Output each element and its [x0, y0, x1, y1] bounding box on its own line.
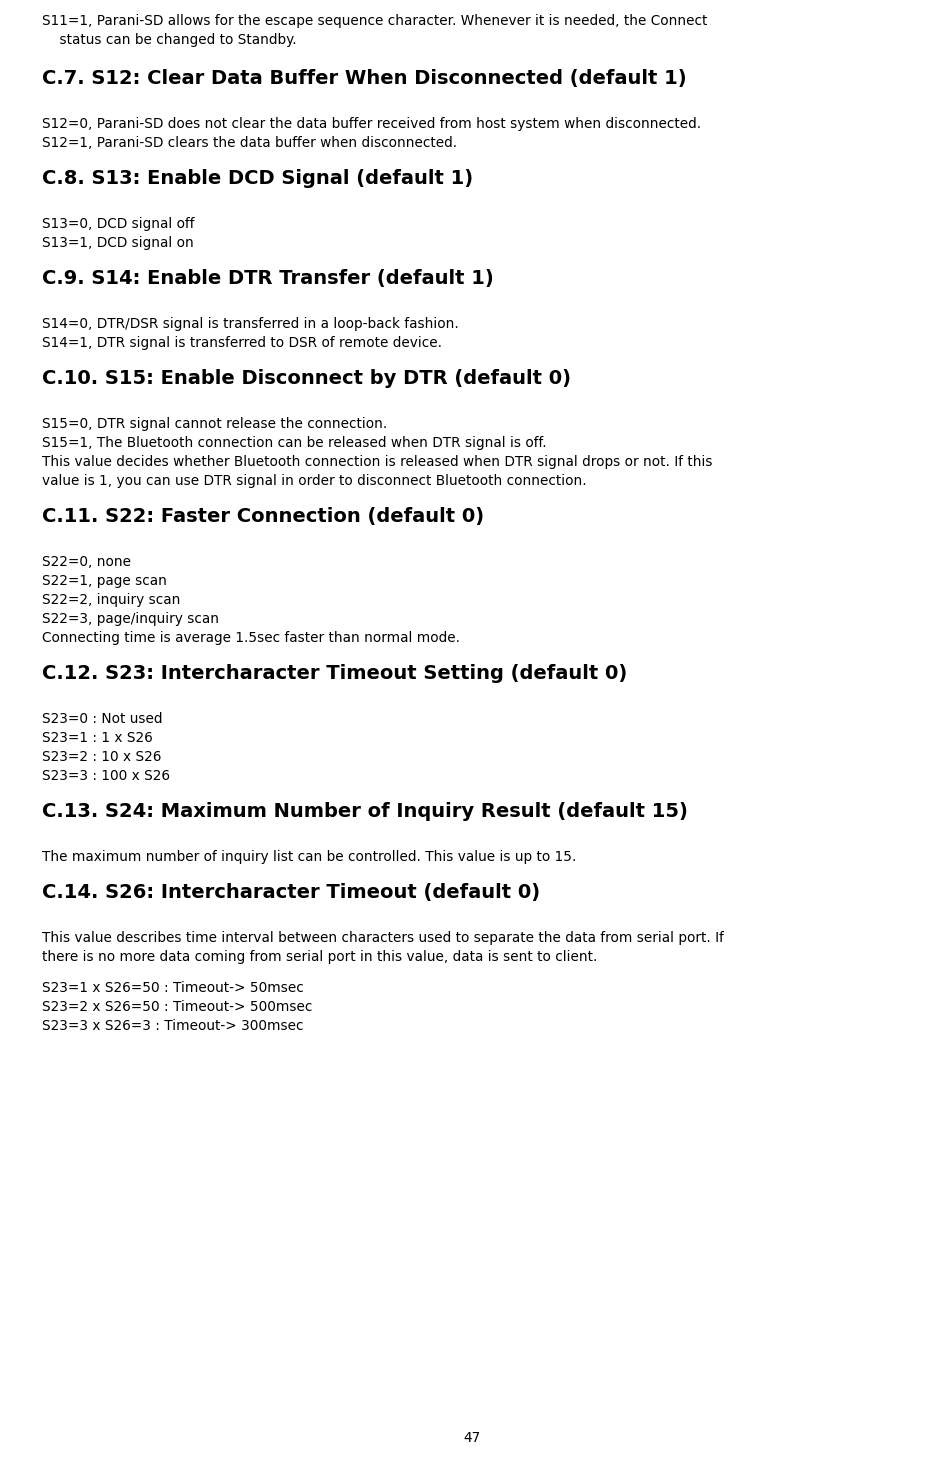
Text: S12=1, Parani-SD clears the data buffer when disconnected.: S12=1, Parani-SD clears the data buffer …: [42, 136, 457, 149]
Text: S13=0, DCD signal off: S13=0, DCD signal off: [42, 217, 194, 231]
Text: S23=2 x S26=50 : Timeout-> 500msec: S23=2 x S26=50 : Timeout-> 500msec: [42, 1001, 312, 1014]
Text: there is no more data coming from serial port in this value, data is sent to cli: there is no more data coming from serial…: [42, 949, 597, 964]
Text: Connecting time is average 1.5sec faster than normal mode.: Connecting time is average 1.5sec faster…: [42, 631, 460, 645]
Text: S22=3, page/inquiry scan: S22=3, page/inquiry scan: [42, 612, 219, 626]
Text: S15=0, DTR signal cannot release the connection.: S15=0, DTR signal cannot release the con…: [42, 418, 387, 431]
Text: S15=1, The Bluetooth connection can be released when DTR signal is off.: S15=1, The Bluetooth connection can be r…: [42, 437, 546, 450]
Text: 47: 47: [464, 1431, 480, 1444]
Text: This value describes time interval between characters used to separate the data : This value describes time interval betwe…: [42, 930, 723, 945]
Text: C.8. S13: Enable DCD Signal (default 1): C.8. S13: Enable DCD Signal (default 1): [42, 168, 473, 188]
Text: S14=0, DTR/DSR signal is transferred in a loop-back fashion.: S14=0, DTR/DSR signal is transferred in …: [42, 316, 458, 331]
Text: S22=2, inquiry scan: S22=2, inquiry scan: [42, 593, 180, 607]
Text: S12=0, Parani-SD does not clear the data buffer received from host system when d: S12=0, Parani-SD does not clear the data…: [42, 117, 700, 130]
Text: S23=0 : Not used: S23=0 : Not used: [42, 712, 162, 727]
Text: S23=2 : 10 x S26: S23=2 : 10 x S26: [42, 750, 161, 765]
Text: The maximum number of inquiry list can be controlled. This value is up to 15.: The maximum number of inquiry list can b…: [42, 850, 576, 864]
Text: C.12. S23: Intercharacter Timeout Setting (default 0): C.12. S23: Intercharacter Timeout Settin…: [42, 664, 627, 683]
Text: C.10. S15: Enable Disconnect by DTR (default 0): C.10. S15: Enable Disconnect by DTR (def…: [42, 369, 570, 388]
Text: S23=1 x S26=50 : Timeout-> 50msec: S23=1 x S26=50 : Timeout-> 50msec: [42, 982, 303, 995]
Text: S22=1, page scan: S22=1, page scan: [42, 574, 167, 587]
Text: C.11. S22: Faster Connection (default 0): C.11. S22: Faster Connection (default 0): [42, 507, 483, 526]
Text: C.14. S26: Intercharacter Timeout (default 0): C.14. S26: Intercharacter Timeout (defau…: [42, 883, 540, 902]
Text: C.7. S12: Clear Data Buffer When Disconnected (default 1): C.7. S12: Clear Data Buffer When Disconn…: [42, 69, 686, 88]
Text: S11=1, Parani-SD allows for the escape sequence character. Whenever it is needed: S11=1, Parani-SD allows for the escape s…: [42, 15, 707, 28]
Text: This value decides whether Bluetooth connection is released when DTR signal drop: This value decides whether Bluetooth con…: [42, 456, 712, 469]
Text: status can be changed to Standby.: status can be changed to Standby.: [42, 34, 296, 47]
Text: value is 1, you can use DTR signal in order to disconnect Bluetooth connection.: value is 1, you can use DTR signal in or…: [42, 475, 586, 488]
Text: S23=1 : 1 x S26: S23=1 : 1 x S26: [42, 731, 153, 746]
Text: S22=0, none: S22=0, none: [42, 555, 131, 568]
Text: C.13. S24: Maximum Number of Inquiry Result (default 15): C.13. S24: Maximum Number of Inquiry Res…: [42, 801, 687, 820]
Text: S13=1, DCD signal on: S13=1, DCD signal on: [42, 236, 194, 251]
Text: S14=1, DTR signal is transferred to DSR of remote device.: S14=1, DTR signal is transferred to DSR …: [42, 335, 442, 350]
Text: C.9. S14: Enable DTR Transfer (default 1): C.9. S14: Enable DTR Transfer (default 1…: [42, 270, 493, 289]
Text: S23=3 x S26=3 : Timeout-> 300msec: S23=3 x S26=3 : Timeout-> 300msec: [42, 1020, 303, 1033]
Text: S23=3 : 100 x S26: S23=3 : 100 x S26: [42, 769, 170, 782]
